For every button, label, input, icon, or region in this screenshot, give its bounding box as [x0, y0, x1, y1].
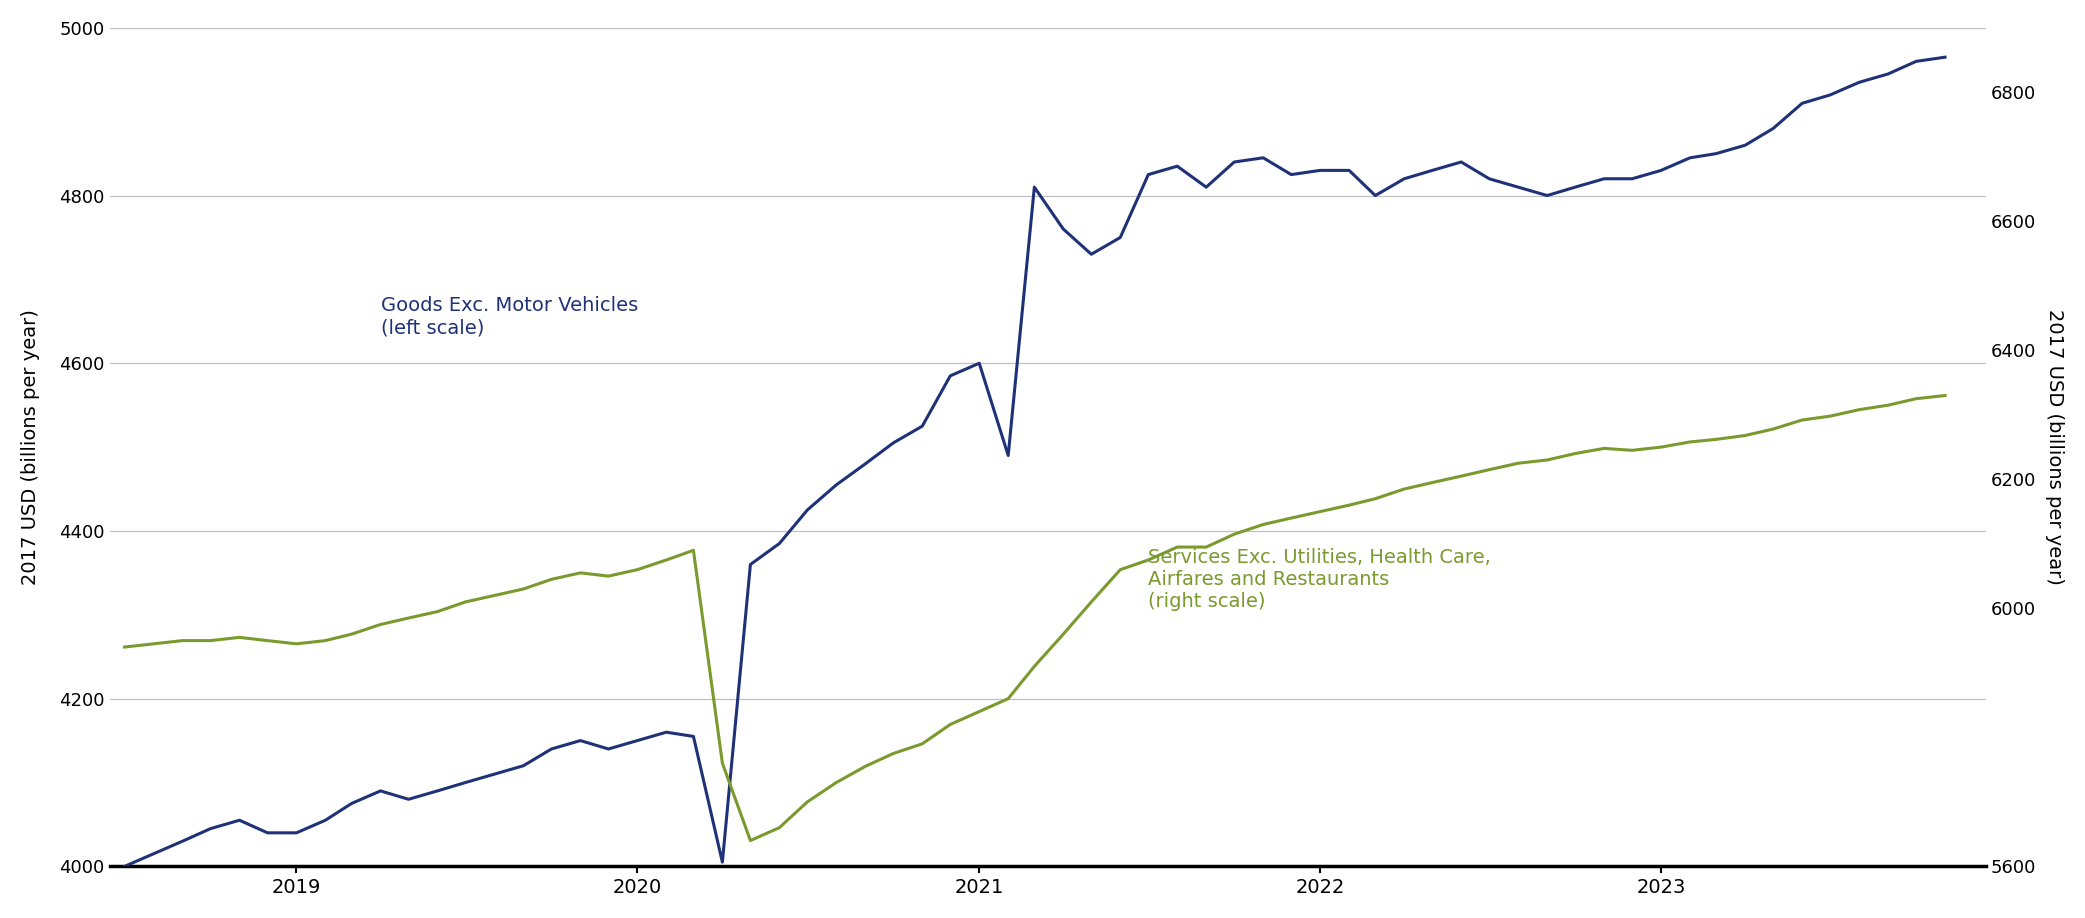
- Text: Goods Exc. Motor Vehicles
(left scale): Goods Exc. Motor Vehicles (left scale): [382, 297, 638, 337]
- Y-axis label: 2017 USD (billions per year): 2017 USD (billions per year): [2045, 309, 2064, 585]
- Text: Services Exc. Utilities, Health Care,
Airfares and Restaurants
(right scale): Services Exc. Utilities, Health Care, Ai…: [1149, 548, 1491, 610]
- Y-axis label: 2017 USD (billions per year): 2017 USD (billions per year): [21, 309, 40, 585]
